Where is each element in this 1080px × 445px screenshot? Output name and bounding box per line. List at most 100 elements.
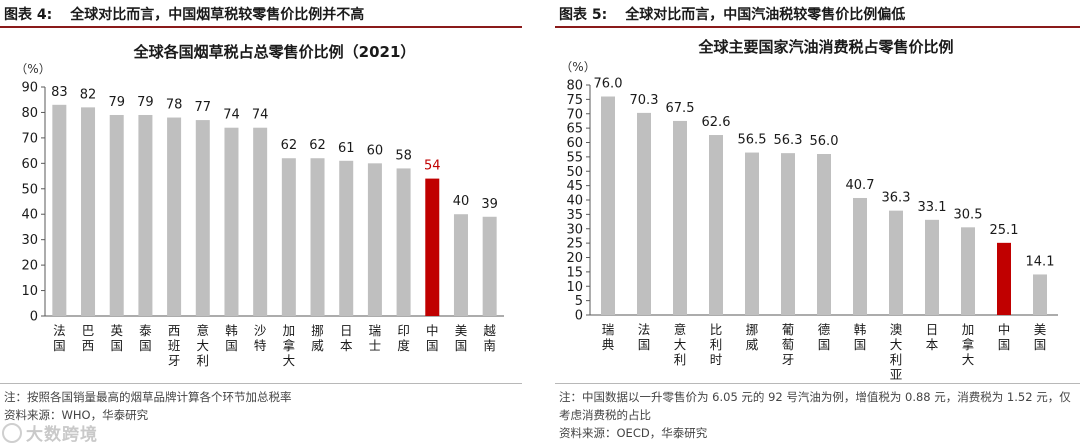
figure-5-footer-rule — [555, 383, 1080, 384]
figure-5-header: 图表 5: 全球对比而言，中国汽油税较零售价比例偏低 — [559, 4, 1080, 24]
gasoline-value-label: 33.1 — [918, 200, 947, 215]
gasoline-category-label: 意大利 — [674, 322, 687, 367]
tobacco-y-tick-label: 70 — [21, 131, 38, 146]
tobacco-value-label: 74 — [252, 108, 269, 123]
gasoline-bar — [817, 154, 831, 315]
gasoline-category-label: 葡萄牙 — [782, 322, 795, 367]
tobacco-bar — [367, 163, 382, 316]
gasoline-y-tick-label: 75 — [566, 93, 583, 108]
gasoline-y-tick-label: 30 — [566, 222, 583, 237]
gasoline-value-label: 56.0 — [810, 134, 839, 149]
tobacco-bar — [167, 117, 182, 317]
gasoline-y-unit-label: （%） — [560, 60, 595, 74]
tobacco-category-label: 意大利 — [197, 323, 210, 368]
tobacco-y-tick-label: 90 — [21, 81, 38, 96]
tobacco-bar — [310, 158, 325, 316]
tobacco-bar — [281, 158, 296, 316]
gasoline-bar — [637, 112, 651, 315]
gasoline-y-tick-label: 35 — [566, 208, 583, 223]
tobacco-y-unit-label: （%） — [15, 62, 50, 76]
figure-4-note: 注：按照各国销量最高的烟草品牌计算各个环节加总税率 — [4, 390, 292, 404]
tobacco-bar — [253, 127, 268, 316]
tobacco-y-tick-label: 20 — [21, 259, 38, 274]
tobacco-bar — [339, 160, 354, 316]
gasoline-value-label: 40.7 — [846, 178, 875, 193]
figure-4-chart: 全球各国烟草税占总零售价比例（2021） （%） 0 10 20 30 40 50 60 70 80… — [0, 28, 522, 380]
tobacco-value-label: 39 — [481, 197, 498, 212]
gasoline-chart-title: 全球主要国家汽油消费税占零售价比例 — [697, 38, 953, 56]
tobacco-y-tick-label: 80 — [21, 106, 38, 121]
tobacco-value-label: 62 — [309, 138, 326, 153]
tobacco-y-tick-label: 0 — [30, 310, 38, 325]
gasoline-value-label: 76.0 — [594, 77, 623, 92]
tobacco-y-tick-label: 10 — [21, 284, 38, 299]
gasoline-bar — [745, 152, 759, 315]
tobacco-value-label: 77 — [195, 100, 212, 115]
tobacco-value-label: 74 — [223, 108, 240, 123]
figure-4-header: 图表 4: 全球对比而言，中国烟草税较零售价比例并不高 — [4, 4, 522, 24]
tobacco-value-label: 79 — [137, 95, 154, 110]
gasoline-y-tick-label: 60 — [566, 136, 583, 151]
figure-4-title: 全球对比而言，中国烟草税较零售价比例并不高 — [70, 7, 365, 23]
gasoline-y-tick-label: 15 — [566, 265, 583, 280]
tobacco-bar — [453, 214, 468, 316]
figure-5-number: 图表 5: — [559, 7, 608, 23]
tobacco-y-tick-label: 60 — [21, 157, 38, 172]
gasoline-category-label: 挪威 — [746, 322, 759, 352]
tobacco-bar — [425, 178, 440, 316]
gasoline-value-label: 62.6 — [702, 115, 731, 130]
tobacco-bar — [195, 120, 210, 316]
tobacco-bar — [396, 168, 411, 316]
tobacco-category-label: 印度 — [397, 323, 410, 353]
gasoline-y-tick-label: 70 — [566, 107, 583, 122]
tobacco-value-label: 82 — [80, 87, 97, 102]
gasoline-value-label: 70.3 — [630, 93, 659, 108]
gasoline-value-label: 25.1 — [990, 223, 1019, 238]
gasoline-bar — [1033, 274, 1047, 315]
tobacco-category-label: 法国 — [53, 323, 66, 353]
gasoline-value-label: 56.5 — [738, 133, 767, 148]
tobacco-category-label: 挪威 — [311, 323, 324, 353]
tobacco-category-label: 瑞士 — [369, 323, 382, 353]
gasoline-y-tick-label: 40 — [566, 194, 583, 209]
gasoline-bar — [853, 197, 867, 315]
gasoline-bar — [601, 96, 615, 315]
tobacco-y-tick-label: 30 — [21, 233, 38, 248]
tobacco-value-label: 60 — [367, 143, 384, 158]
tobacco-value-label: 58 — [395, 148, 412, 163]
tobacco-category-label: 美国 — [455, 323, 468, 353]
tobacco-value-label: 83 — [51, 85, 68, 100]
gasoline-value-label: 36.3 — [882, 191, 911, 206]
figure-4-footer: 注：按照各国销量最高的烟草品牌计算各个环节加总税率 资料来源：WHO，华泰研究 — [4, 388, 520, 424]
tobacco-category-label: 巴西 — [82, 323, 95, 353]
gasoline-category-label: 美国 — [1034, 322, 1047, 352]
tobacco-value-label: 61 — [338, 141, 355, 156]
gasoline-category-label: 韩国 — [854, 322, 867, 352]
gasoline-y-tick-label: 45 — [566, 179, 583, 194]
gasoline-category-label: 德国 — [818, 322, 831, 352]
gasoline-category-label: 加拿大 — [962, 322, 975, 367]
figure-4-source: 资料来源：WHO，华泰研究 — [4, 408, 149, 422]
gasoline-y-tick-label: 65 — [566, 122, 583, 137]
watermark: 大数跨境 — [2, 420, 98, 445]
gasoline-bar — [781, 153, 795, 315]
figure-5-source: 资料来源：OECD，华泰研究 — [559, 426, 708, 440]
figure-4-footer-rule — [0, 383, 522, 384]
tobacco-category-label: 韩国 — [225, 323, 238, 353]
gasoline-category-label: 澳大利亚 — [890, 322, 903, 380]
tobacco-value-label: 62 — [281, 138, 298, 153]
tobacco-bar — [109, 114, 124, 316]
tobacco-tax-bar-chart: 全球各国烟草税占总零售价比例（2021） （%） 0 10 20 30 40 50 60 70 80… — [15, 43, 504, 368]
tobacco-bar — [482, 216, 497, 316]
tobacco-value-label: 78 — [166, 98, 183, 113]
tobacco-bar — [52, 104, 67, 316]
circle-logo-icon — [2, 423, 22, 443]
tobacco-bar — [81, 107, 96, 316]
gasoline-y-tick-label: 20 — [566, 251, 583, 266]
gasoline-y-tick-label: 10 — [566, 280, 583, 295]
tobacco-category-label: 日本 — [340, 323, 353, 353]
gasoline-bar — [997, 242, 1011, 315]
gasoline-category-label: 日本 — [926, 322, 939, 352]
figure-4-header-rule — [0, 26, 522, 28]
gasoline-y-tick-label: 80 — [566, 79, 583, 94]
